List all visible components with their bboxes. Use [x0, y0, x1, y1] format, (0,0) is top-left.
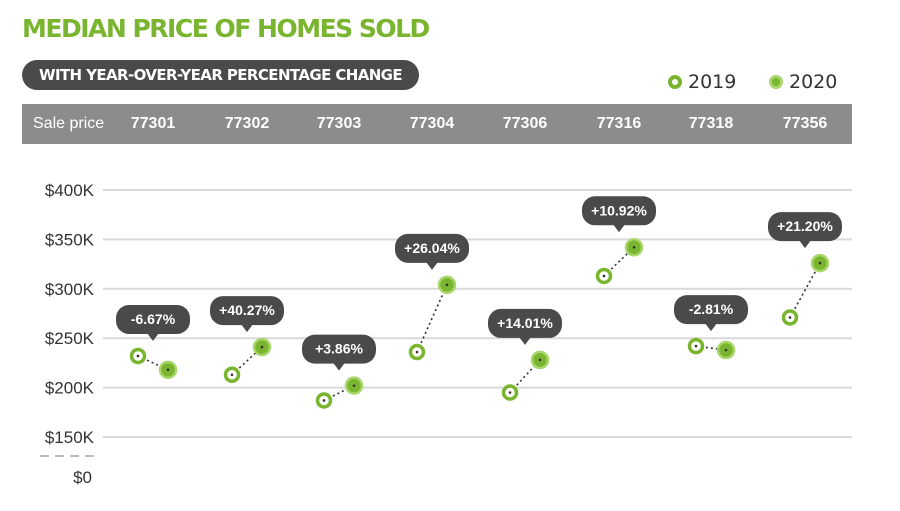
change-label-77318: -2.81%: [689, 301, 734, 317]
legend-2019-marker-icon: [668, 75, 682, 89]
point-2019-dot-77303: [322, 399, 326, 402]
change-badge-77306: [488, 308, 562, 338]
y-tick-label-150: $150K: [45, 428, 95, 447]
change-badge-77302: [210, 296, 284, 326]
change-badge-pointer-77304: [426, 261, 438, 270]
y-tick-label-350: $350K: [45, 230, 95, 249]
change-label-77316: +10.92%: [591, 202, 647, 218]
point-2020-dot-77304: [445, 283, 449, 287]
change-badge-77316: [582, 196, 656, 226]
legend-2020-marker-icon: [769, 75, 783, 89]
header-zip-77301: 77301: [130, 115, 176, 132]
point-2020-dot-77302: [260, 345, 264, 349]
change-label-77301: -6.67%: [131, 311, 176, 327]
point-2020-dot-77316: [632, 246, 636, 249]
header-zip-77306: 77306: [502, 115, 548, 132]
point-2019-dot-77316: [602, 274, 606, 278]
header-sale-price-label: Sale price: [33, 115, 105, 132]
y-tick-label-300: $300K: [45, 280, 95, 299]
point-2020-dot-77301: [166, 368, 170, 372]
chart-title: MEDIAN PRICE OF HOMES SOLD: [22, 14, 430, 43]
header-zip-77356: 77356: [782, 115, 828, 132]
change-badge-pointer-77316: [613, 224, 625, 233]
legend-item-2019: 2019: [668, 69, 736, 95]
connector-77304: [416, 284, 448, 353]
y-tick-label-zero: $0: [73, 468, 92, 487]
header-zip-77303: 77303: [316, 115, 362, 132]
header-zip-77302: 77302: [224, 115, 270, 132]
change-badge-pointer-77356: [799, 240, 811, 249]
change-label-77306: +14.01%: [497, 315, 553, 331]
y-tick-label-400: $400K: [45, 181, 95, 200]
point-2019-dot-77302: [230, 373, 234, 377]
change-label-77356: +21.20%: [777, 218, 833, 234]
point-2020-dot-77306: [538, 358, 542, 362]
legend-2020-label: 2020: [789, 71, 838, 93]
change-label-77303: +3.86%: [315, 341, 363, 357]
change-label-77302: +40.27%: [219, 302, 275, 318]
change-badge-77304: [395, 233, 469, 263]
chart-subtitle: WITH YEAR-OVER-YEAR PERCENTAGE CHANGE: [22, 60, 420, 90]
point-2019-dot-77318: [694, 344, 698, 348]
change-badge-77303: [302, 334, 376, 364]
y-tick-label-250: $250K: [45, 329, 95, 348]
y-tick-label-200: $200K: [45, 379, 95, 398]
change-badge-77356: [768, 212, 842, 242]
change-badge-pointer-77302: [241, 324, 253, 333]
header-zip-77316: 77316: [596, 115, 642, 132]
change-badge-77318: [674, 295, 748, 325]
point-2019-dot-77304: [415, 350, 419, 354]
connector-77356: [789, 262, 821, 318]
change-label-77304: +26.04%: [404, 240, 460, 256]
point-2019-dot-77301: [136, 354, 140, 358]
header-zip-77318: 77318: [688, 115, 734, 132]
change-badge-77301: [116, 304, 190, 334]
change-badge-pointer-77318: [705, 323, 717, 332]
legend-2019-label: 2019: [688, 71, 737, 93]
legend-item-2020: 2020: [769, 69, 837, 95]
zip-header-bar: Sale price 77301 77302 77303 77304 77306 7731…: [22, 104, 852, 144]
point-2020-dot-77356: [818, 261, 822, 265]
point-2020-dot-77303: [352, 384, 356, 387]
point-2019-dot-77356: [788, 316, 792, 319]
change-badge-pointer-77303: [333, 362, 345, 371]
change-badge-pointer-77306: [519, 336, 531, 345]
header-zip-77304: 77304: [409, 115, 455, 132]
point-2020-dot-77318: [724, 348, 728, 352]
change-badge-pointer-77301: [147, 332, 159, 341]
point-2019-dot-77306: [508, 391, 512, 394]
